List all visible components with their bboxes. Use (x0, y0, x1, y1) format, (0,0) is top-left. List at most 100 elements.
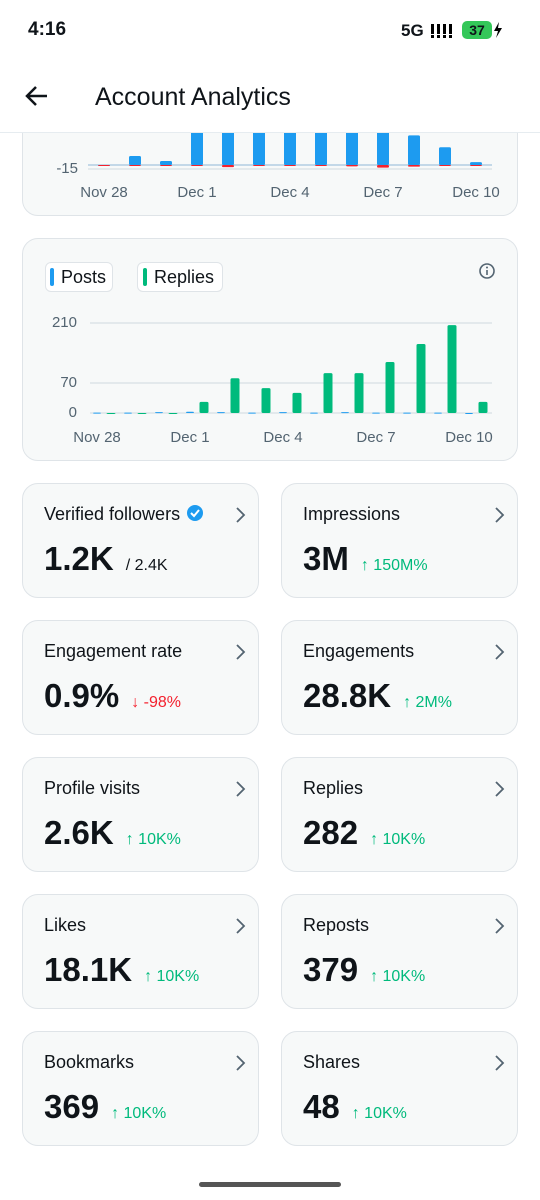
metric-label: Impressions (303, 504, 401, 524)
home-indicator (199, 1182, 341, 1187)
metric-card[interactable]: Reposts 379 ↑ 10K% (281, 894, 518, 1009)
chevron (495, 1055, 505, 1071)
legend-label: Replies (154, 267, 215, 287)
bar (323, 373, 333, 413)
bar (478, 401, 488, 413)
metric-change: ↑ 10K% (370, 831, 426, 848)
metric-value-text: 2.6K (44, 814, 114, 851)
x-tick-label: Dec 10 (452, 184, 500, 201)
bar (447, 325, 457, 413)
status-network: 5G (401, 21, 424, 40)
metric-value: 282 ↑ 10K% (303, 814, 425, 852)
metric-total: / 2.4K (125, 557, 168, 574)
verified-badge (187, 505, 204, 521)
chevron (236, 644, 246, 660)
metric-label: Engagement rate (44, 641, 183, 661)
metric-card[interactable]: Impressions 3M ↑ 150M% (281, 483, 518, 598)
metric-card[interactable]: Verified followers 1.2K / 2.4K (22, 483, 259, 598)
metric-value-text: 1.2K (44, 540, 114, 577)
metric-value: 3M ↑ 150M% (303, 540, 428, 578)
x-tick-label: Dec 7 (356, 429, 395, 446)
metric-value: 0.9% ↓ -98% (44, 677, 181, 715)
bar (124, 412, 132, 414)
metric-value-text: 28.8K (303, 677, 392, 714)
metric-card[interactable]: Engagement rate 0.9% ↓ -98% (22, 620, 259, 735)
chevron (495, 918, 505, 934)
metric-label: Likes (44, 915, 87, 935)
bar (439, 165, 451, 167)
metric-label: Replies (303, 778, 364, 798)
bar (222, 165, 234, 168)
metric-change: ↑ 150M% (360, 557, 428, 574)
charging-icon (494, 22, 502, 38)
bar (465, 413, 473, 414)
bar (377, 165, 389, 168)
bar (186, 411, 194, 413)
bar (160, 165, 172, 167)
bar (248, 412, 256, 414)
status-time: 4:16 (28, 19, 67, 40)
metric-value-text: 282 (303, 814, 359, 851)
metric-value-text: 369 (44, 1088, 100, 1125)
metric-change: ↑ 2M% (403, 694, 452, 711)
metric-value: 379 ↑ 10K% (303, 951, 425, 989)
bar (137, 413, 147, 414)
back-button[interactable] (24, 84, 50, 108)
chart: 0 70 210 Nov 28 Dec 1 Dec 4 Dec 7 Dec 10 (52, 314, 493, 446)
metric-value: 369 ↑ 10K% (44, 1088, 166, 1126)
metric-label: Bookmarks (44, 1052, 135, 1072)
bar (408, 165, 420, 167)
legend-item[interactable]: Replies (137, 262, 223, 292)
bar (168, 413, 178, 414)
metric-label: Shares (303, 1052, 361, 1072)
x-tick-label: Dec 10 (445, 429, 493, 446)
x-tick-label: Dec 1 (170, 429, 209, 446)
y-tick-label: 0 (69, 404, 77, 421)
y-tick-label: 210 (52, 314, 77, 331)
metric-card[interactable]: Shares 48 ↑ 10K% (281, 1031, 518, 1146)
bar (439, 147, 451, 166)
metric-value: 18.1K ↑ 10K% (44, 951, 199, 989)
metric-card[interactable]: Likes 18.1K ↑ 10K% (22, 894, 259, 1009)
bar (434, 412, 442, 414)
chevron (236, 918, 246, 934)
bar (230, 378, 240, 413)
metric-value-text: 18.1K (44, 951, 133, 988)
x-tick-label: Dec 7 (363, 184, 402, 201)
bar (160, 161, 172, 166)
bar (199, 401, 209, 413)
bar (341, 412, 349, 414)
bar (106, 413, 116, 414)
x-tick-label: Nov 28 (80, 184, 128, 201)
metric-change: ↓ -98% (131, 694, 182, 711)
bar (346, 165, 358, 167)
metric-value: 1.2K / 2.4K (44, 540, 168, 578)
chevron (236, 781, 246, 797)
bar (470, 165, 482, 167)
bar (253, 165, 265, 167)
bar (470, 162, 482, 166)
metric-label: Verified followers (44, 504, 204, 525)
info-icon[interactable] (478, 262, 496, 280)
bar (155, 412, 163, 414)
metric-change: ↑ 10K% (370, 968, 426, 985)
metric-change: ↑ 10K% (351, 1105, 407, 1122)
bar (408, 135, 420, 166)
metric-label: Profile visits (44, 778, 141, 798)
legend-item[interactable]: Posts (45, 262, 113, 292)
signal-icon (431, 24, 452, 38)
metric-value-text: 0.9% (44, 677, 120, 714)
metric-card[interactable]: Profile visits 2.6K ↑ 10K% (22, 757, 259, 872)
legend-label: Posts (61, 267, 107, 287)
bar (129, 165, 141, 167)
metric-card[interactable]: Replies 282 ↑ 10K% (281, 757, 518, 872)
bar (217, 412, 225, 414)
battery: 37 (462, 21, 492, 39)
bar (354, 373, 364, 413)
metric-card[interactable]: Bookmarks 369 ↑ 10K% (22, 1031, 259, 1146)
metric-value: 48 ↑ 10K% (303, 1088, 407, 1126)
chevron (495, 781, 505, 797)
bar (315, 165, 327, 167)
metric-card[interactable]: Engagements 28.8K ↑ 2M% (281, 620, 518, 735)
